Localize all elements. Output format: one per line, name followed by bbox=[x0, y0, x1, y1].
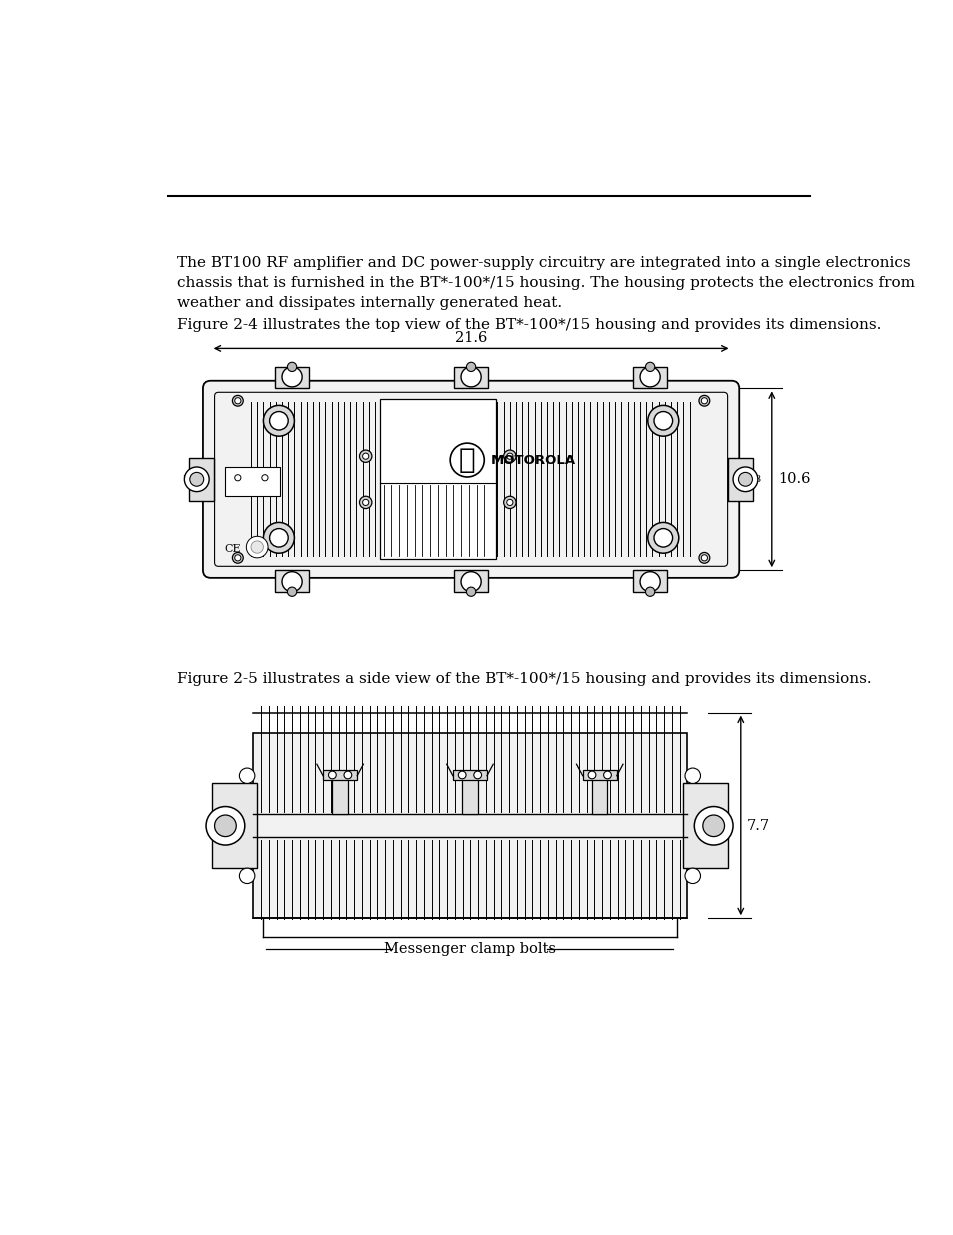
Circle shape bbox=[261, 474, 268, 480]
Circle shape bbox=[738, 472, 752, 487]
Bar bbox=[728, 458, 753, 501]
Circle shape bbox=[732, 467, 757, 492]
Text: Messenger clamp bolts: Messenger clamp bolts bbox=[383, 942, 556, 956]
Text: Figure 2-5 illustrates a side view of the BT*-100*/15 housing and provides its d: Figure 2-5 illustrates a side view of th… bbox=[177, 672, 871, 685]
Text: The BT100 RF amplifier and DC power-supply circuitry are integrated into a singl: The BT100 RF amplifier and DC power-supp… bbox=[177, 256, 915, 310]
Circle shape bbox=[239, 868, 254, 883]
Circle shape bbox=[328, 771, 335, 779]
Circle shape bbox=[214, 815, 236, 836]
Text: 7: 7 bbox=[182, 474, 188, 484]
Text: Ⓜ: Ⓜ bbox=[458, 446, 475, 474]
Bar bbox=[224, 467, 280, 496]
Bar bbox=[274, 571, 309, 592]
Bar bbox=[682, 783, 727, 868]
Bar bbox=[453, 771, 486, 779]
Circle shape bbox=[654, 411, 672, 430]
Bar bbox=[633, 367, 666, 389]
Circle shape bbox=[684, 768, 700, 783]
Circle shape bbox=[239, 768, 254, 783]
Circle shape bbox=[639, 367, 659, 387]
Circle shape bbox=[460, 572, 480, 592]
Circle shape bbox=[466, 362, 476, 372]
Circle shape bbox=[263, 522, 294, 553]
Circle shape bbox=[503, 450, 516, 462]
Circle shape bbox=[647, 522, 679, 553]
Text: 21.6: 21.6 bbox=[455, 331, 487, 346]
Text: 2: 2 bbox=[468, 380, 473, 389]
Circle shape bbox=[694, 806, 732, 845]
Circle shape bbox=[234, 474, 241, 480]
Bar bbox=[323, 771, 356, 779]
Circle shape bbox=[700, 555, 707, 561]
Circle shape bbox=[702, 815, 723, 836]
Circle shape bbox=[234, 555, 241, 561]
Circle shape bbox=[362, 453, 369, 459]
Circle shape bbox=[474, 771, 481, 779]
Circle shape bbox=[699, 552, 709, 563]
Circle shape bbox=[503, 496, 516, 509]
Circle shape bbox=[282, 572, 302, 592]
Text: Figure 2-4 illustrates the top view of the BT*-100*/15 housing and provides its : Figure 2-4 illustrates the top view of t… bbox=[177, 317, 881, 332]
Circle shape bbox=[282, 367, 302, 387]
Circle shape bbox=[699, 395, 709, 406]
Text: MOTOROLA: MOTOROLA bbox=[490, 453, 575, 467]
Text: 1: 1 bbox=[468, 571, 473, 578]
Text: 6: 6 bbox=[290, 380, 294, 389]
Bar bbox=[454, 571, 488, 592]
Circle shape bbox=[359, 496, 372, 509]
Bar bbox=[274, 367, 309, 389]
Circle shape bbox=[645, 362, 654, 372]
Circle shape bbox=[603, 771, 611, 779]
Circle shape bbox=[506, 453, 513, 459]
Circle shape bbox=[190, 472, 204, 487]
Circle shape bbox=[287, 362, 296, 372]
Bar bbox=[379, 399, 496, 559]
Bar bbox=[454, 367, 488, 389]
FancyBboxPatch shape bbox=[203, 380, 739, 578]
Circle shape bbox=[263, 405, 294, 436]
Circle shape bbox=[684, 868, 700, 883]
Circle shape bbox=[466, 587, 476, 597]
Circle shape bbox=[246, 536, 268, 558]
Bar bbox=[189, 458, 213, 501]
Circle shape bbox=[362, 499, 369, 505]
Text: 10.6: 10.6 bbox=[778, 472, 810, 487]
Circle shape bbox=[700, 398, 707, 404]
Circle shape bbox=[460, 367, 480, 387]
Circle shape bbox=[233, 395, 243, 406]
Circle shape bbox=[587, 771, 596, 779]
Text: CE: CE bbox=[224, 543, 240, 553]
Bar bbox=[461, 772, 477, 814]
Circle shape bbox=[359, 450, 372, 462]
Text: 3: 3 bbox=[290, 571, 294, 578]
Circle shape bbox=[234, 398, 241, 404]
Circle shape bbox=[639, 572, 659, 592]
Circle shape bbox=[270, 411, 288, 430]
Bar bbox=[253, 734, 686, 918]
Circle shape bbox=[184, 467, 209, 492]
Text: 8: 8 bbox=[754, 474, 760, 484]
Text: 5: 5 bbox=[647, 571, 652, 578]
Bar bbox=[332, 772, 348, 814]
Circle shape bbox=[506, 499, 513, 505]
Bar bbox=[633, 571, 666, 592]
Circle shape bbox=[233, 552, 243, 563]
Circle shape bbox=[450, 443, 484, 477]
Bar bbox=[582, 771, 617, 779]
Circle shape bbox=[270, 529, 288, 547]
Circle shape bbox=[654, 529, 672, 547]
Circle shape bbox=[206, 806, 245, 845]
Text: 4: 4 bbox=[647, 380, 652, 389]
Circle shape bbox=[344, 771, 352, 779]
Text: 7.7: 7.7 bbox=[746, 819, 769, 832]
Bar bbox=[592, 772, 607, 814]
Circle shape bbox=[251, 541, 263, 553]
Bar bbox=[212, 783, 257, 868]
Circle shape bbox=[647, 405, 679, 436]
Circle shape bbox=[457, 771, 466, 779]
Circle shape bbox=[287, 587, 296, 597]
Circle shape bbox=[645, 587, 654, 597]
